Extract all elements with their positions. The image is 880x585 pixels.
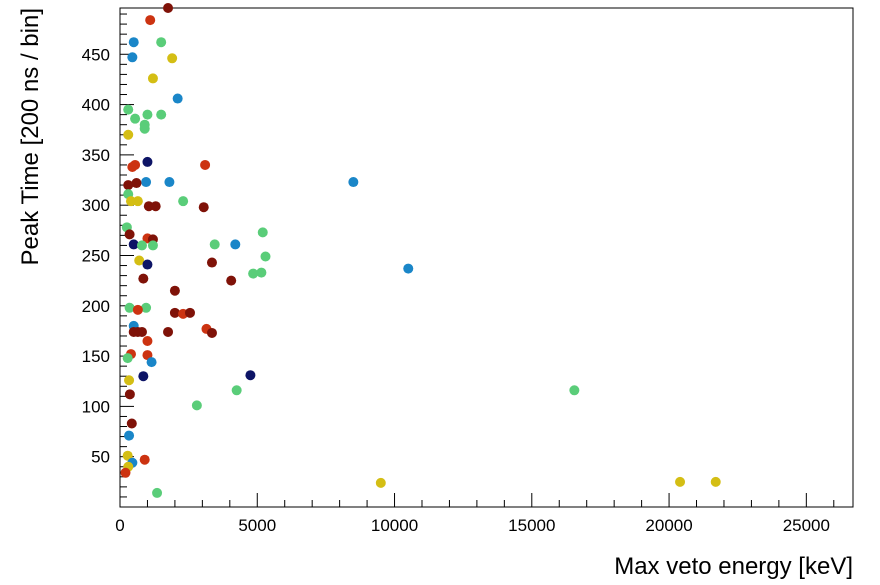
data-point — [130, 113, 141, 124]
data-point — [142, 336, 153, 347]
y-tick-label: 200 — [82, 297, 110, 316]
data-point — [147, 73, 158, 84]
data-point — [139, 454, 150, 465]
data-point — [141, 177, 152, 188]
x-tick-label: 0 — [115, 516, 124, 535]
data-point — [124, 389, 135, 400]
data-point — [142, 259, 153, 270]
data-point — [124, 229, 135, 240]
data-point — [128, 239, 139, 250]
data-point — [125, 196, 136, 207]
y-tick-label: 350 — [82, 146, 110, 165]
data-points — [120, 3, 721, 498]
data-point — [257, 227, 268, 238]
data-point — [164, 177, 175, 188]
data-point — [147, 240, 158, 251]
y-tick-label: 250 — [82, 246, 110, 265]
x-tick-label: 15000 — [508, 516, 555, 535]
data-point — [127, 52, 138, 63]
data-point — [122, 353, 133, 364]
y-tick-label: 450 — [82, 45, 110, 64]
data-point — [209, 239, 220, 250]
data-point — [569, 385, 580, 396]
data-point — [163, 326, 174, 337]
data-point — [123, 129, 134, 140]
data-point — [136, 240, 147, 251]
data-point — [128, 37, 139, 48]
x-tick-label: 25000 — [783, 516, 830, 535]
data-point — [123, 180, 134, 191]
data-point — [172, 93, 183, 104]
data-point — [134, 255, 145, 266]
data-point — [230, 239, 241, 250]
data-point — [200, 159, 211, 170]
data-point — [122, 450, 133, 461]
data-point — [123, 104, 134, 115]
y-tick-label: 400 — [82, 96, 110, 115]
y-tick-label: 150 — [82, 347, 110, 366]
x-axis: 0 5000 10000 15000 20000 25000 — [115, 493, 835, 535]
data-point — [167, 53, 178, 64]
data-point — [120, 467, 131, 478]
data-point — [206, 327, 217, 338]
data-point — [185, 307, 196, 318]
data-point — [124, 430, 135, 441]
data-point — [146, 357, 157, 368]
data-point — [145, 15, 156, 26]
data-point — [226, 275, 237, 286]
data-point — [231, 385, 242, 396]
data-point — [124, 375, 135, 386]
data-point — [142, 109, 153, 120]
y-axis-title: Peak Time [200 ns / bin] — [17, 8, 44, 265]
data-point — [260, 251, 271, 262]
data-point — [124, 302, 135, 313]
x-tick-label: 20000 — [645, 516, 692, 535]
data-point — [245, 370, 256, 381]
data-point — [132, 304, 143, 315]
y-tick-label: 50 — [91, 448, 110, 467]
y-axis: 50 100 150 200 250 300 350 400 450 — [82, 13, 134, 508]
data-point — [132, 196, 143, 207]
x-tick-label: 5000 — [238, 516, 276, 535]
data-point — [348, 177, 359, 188]
data-point — [131, 178, 142, 189]
x-tick-label: 10000 — [371, 516, 418, 535]
data-point — [143, 201, 154, 212]
data-point — [198, 202, 209, 213]
data-point — [156, 37, 167, 48]
data-point — [169, 307, 180, 318]
data-point — [142, 156, 153, 167]
data-point — [375, 477, 386, 488]
data-point — [710, 476, 721, 487]
data-point — [675, 476, 686, 487]
data-point — [403, 263, 414, 274]
data-point — [138, 371, 149, 382]
data-point — [152, 487, 163, 498]
data-point — [150, 201, 161, 212]
data-point — [127, 161, 138, 172]
data-point — [178, 196, 189, 207]
data-point — [136, 326, 147, 337]
data-point — [138, 273, 149, 284]
data-point — [169, 285, 180, 296]
y-tick-label: 300 — [82, 196, 110, 215]
data-point — [191, 400, 202, 411]
data-point — [141, 302, 152, 313]
data-point — [206, 257, 217, 268]
x-axis-title: Max veto energy [keV] — [614, 553, 853, 580]
plot-frame — [119, 7, 854, 508]
data-point — [156, 109, 167, 120]
data-point — [139, 123, 150, 134]
data-point — [163, 3, 174, 13]
data-point — [256, 267, 267, 278]
data-point — [248, 268, 259, 279]
data-point — [126, 418, 137, 429]
y-tick-label: 100 — [82, 397, 110, 416]
